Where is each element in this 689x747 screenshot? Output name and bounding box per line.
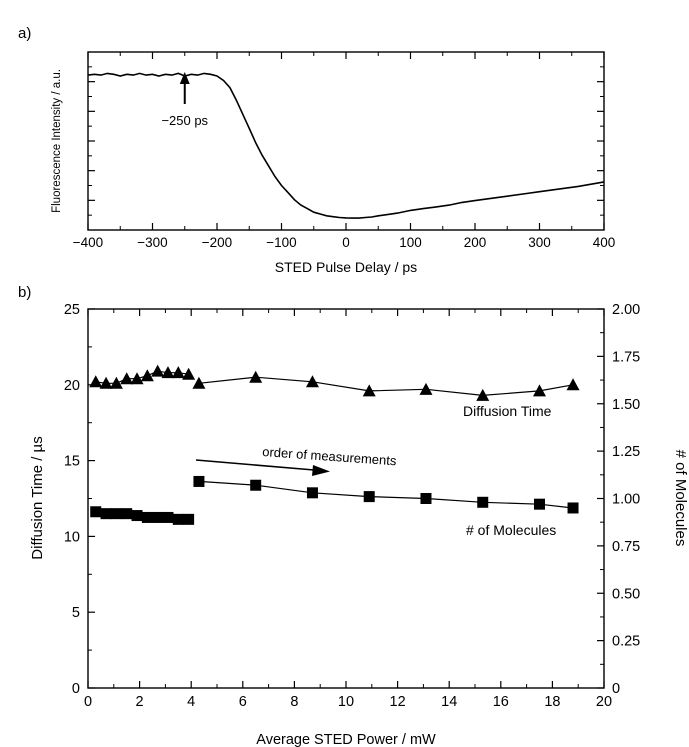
a-xtick-label: −400: [73, 235, 103, 250]
b-ytick-left-label: 10: [64, 529, 80, 545]
diffusion-time-label: Diffusion Time: [463, 403, 552, 419]
molecules-point: [567, 502, 579, 514]
b-ytick-right-label: 0: [612, 681, 620, 697]
panel-b-series: [89, 364, 580, 525]
diffusion-time-point: [566, 378, 580, 391]
b-ytick-right-label: 1.00: [612, 492, 640, 508]
b-ytick-left-label: 15: [64, 454, 80, 470]
a-xtick-label: 0: [342, 235, 350, 250]
molecules-label: # of Molecules: [466, 522, 556, 538]
molecules-point: [172, 513, 184, 525]
b-ytick-left-label: 0: [72, 681, 80, 697]
panel-b-xlabel: Average STED Power / mW: [256, 732, 436, 747]
a-xtick-label: −100: [266, 235, 296, 250]
b-ytick-left-label: 20: [64, 378, 80, 394]
diffusion-time-point: [419, 382, 433, 395]
b-ytick-right-label: 1.25: [612, 444, 640, 460]
b-ytick-right-label: 0.50: [612, 586, 640, 602]
molecules-point: [363, 491, 375, 503]
molecules-point: [162, 511, 174, 523]
molecules-point: [306, 487, 318, 499]
diffusion-time-point: [109, 376, 123, 389]
diffusion-time-point: [249, 370, 263, 383]
order-arrow-shaft: [195, 459, 315, 471]
panel-a-annotation: −250 ps: [161, 113, 208, 128]
b-xtick-label: 0: [84, 694, 92, 710]
a-xtick-label: 400: [593, 235, 616, 250]
panel-a-label: a): [18, 25, 31, 42]
diffusion-time-point: [533, 384, 546, 397]
b-ytick-right-label: 0.75: [612, 539, 640, 555]
diffusion-time-point: [120, 372, 134, 385]
molecules-point: [152, 511, 164, 523]
molecules-point: [183, 513, 195, 525]
panel-b: b) 0 2 4 6 8 10 12 14 16 18 20051015202500.250.500…: [18, 284, 689, 747]
diffusion-time-point: [476, 388, 490, 401]
a-xtick-label: 100: [399, 235, 422, 250]
b-xtick-label: 14: [441, 694, 457, 710]
diffusion-time-point: [305, 375, 319, 388]
b-xtick-label: 6: [239, 694, 247, 710]
b-xtick-label: 16: [493, 694, 509, 710]
diffusion-time-point: [130, 372, 144, 385]
b-xtick-label: 4: [187, 694, 195, 710]
b-ytick-right-label: 1.50: [612, 397, 640, 413]
order-of-measurements-label: order of measurements: [262, 444, 398, 468]
diffusion-time-point: [171, 366, 185, 379]
molecules-point: [250, 479, 262, 491]
panel-a-curve: [87, 72, 605, 219]
panel-b-frame: [87, 308, 605, 689]
molecules-point: [141, 511, 153, 523]
molecules-point: [100, 508, 112, 520]
b-xtick-label: 2: [136, 694, 144, 710]
molecules-point: [110, 508, 122, 520]
order-arrow: [195, 459, 330, 476]
molecules-point: [534, 498, 545, 510]
a-arrow-head: [179, 72, 190, 84]
diffusion-time-point: [362, 384, 376, 397]
molecules-point: [121, 508, 133, 520]
molecules-point: [90, 506, 102, 518]
b-ytick-right-label: 1.75: [612, 349, 640, 365]
panel-a-arrow: [179, 72, 190, 104]
panel-b-ylabel-right: # of Molecules: [672, 450, 689, 547]
panel-a-ticks: −400 −300 −200 −100 0 100 200 300 400: [73, 52, 615, 250]
diffusion-time-point: [89, 375, 103, 388]
b-xtick-label: 20: [596, 694, 612, 710]
a-xtick-label: 300: [528, 235, 551, 250]
series-line: [198, 480, 574, 509]
panel-b-ticks: 0 2 4 6 8 10 12 14 16 18 20051015202500.250.500.75…: [64, 302, 640, 710]
a-xtick-label: −200: [202, 235, 232, 250]
diffusion-time-point: [99, 376, 113, 389]
b-xtick-label: 10: [338, 694, 354, 710]
diffusion-time-point: [140, 369, 154, 382]
molecules-point: [193, 475, 205, 487]
panel-b-ylabel-left: Diffusion Time / µs: [29, 436, 46, 559]
diffusion-time-point: [161, 366, 175, 379]
diffusion-time-point: [151, 364, 165, 377]
series-line: [198, 376, 574, 397]
b-ytick-right-label: 0.25: [612, 634, 640, 650]
molecules-point: [131, 510, 143, 522]
panel-a-ylabel: Fluorescence Intensity / a.u.: [51, 69, 63, 213]
b-ytick-right-label: 2.00: [612, 302, 640, 318]
b-ytick-left-label: 25: [64, 302, 80, 318]
order-arrow-head: [312, 465, 330, 476]
b-xtick-label: 12: [390, 694, 406, 710]
panel-a-frame: [87, 51, 605, 231]
b-xtick-label: 18: [544, 694, 560, 710]
b-ytick-left-label: 5: [72, 605, 80, 621]
panel-a-xlabel: STED Pulse Delay / ps: [275, 259, 417, 275]
diffusion-time-point: [182, 367, 196, 380]
panel-b-label: b): [18, 284, 31, 301]
b-xtick-label: 8: [290, 694, 298, 710]
diffusion-time-point: [192, 376, 206, 389]
a-xtick-label: −300: [137, 235, 167, 250]
molecules-point: [477, 496, 489, 508]
series-line: [95, 370, 189, 384]
a-xtick-label: 200: [464, 235, 487, 250]
panel-a: a) −400 −300 −200 −100 0 100 200 300 400 −250 ps…: [18, 25, 615, 275]
molecules-point: [420, 493, 432, 504]
